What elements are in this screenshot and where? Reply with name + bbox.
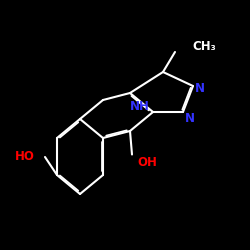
Text: HO: HO xyxy=(15,150,35,164)
Text: N: N xyxy=(185,112,195,124)
Text: CH₃: CH₃ xyxy=(192,40,216,54)
Text: N: N xyxy=(195,82,205,94)
Text: NH: NH xyxy=(130,100,150,114)
Text: OH: OH xyxy=(137,156,157,168)
